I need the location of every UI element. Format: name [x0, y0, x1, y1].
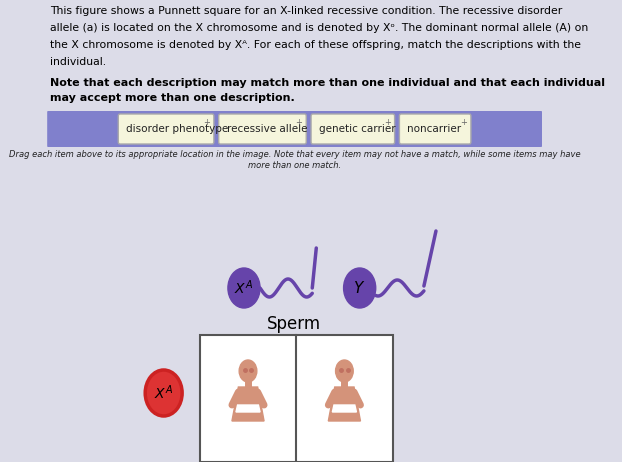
Text: individual.: individual.	[50, 57, 106, 67]
Text: Drag each item above to its appropriate location in the image. Note that every i: Drag each item above to its appropriate …	[9, 150, 580, 159]
Circle shape	[228, 268, 260, 308]
FancyBboxPatch shape	[399, 114, 471, 144]
Text: +: +	[384, 118, 391, 127]
Text: allele (a) is located on the X chromosome and is denoted by Xᵒ. The dominant nor: allele (a) is located on the X chromosom…	[50, 23, 588, 33]
Text: noncarrier: noncarrier	[407, 124, 462, 134]
Text: $Y$: $Y$	[353, 280, 366, 296]
Text: +: +	[203, 118, 210, 127]
Polygon shape	[236, 405, 260, 412]
FancyBboxPatch shape	[219, 114, 306, 144]
FancyBboxPatch shape	[118, 114, 214, 144]
Text: more than one match.: more than one match.	[248, 161, 341, 170]
Text: recessive allele: recessive allele	[227, 124, 307, 134]
FancyBboxPatch shape	[311, 114, 394, 144]
Text: Note that each description may match more than one individual and that each indi: Note that each description may match mor…	[50, 78, 605, 88]
Circle shape	[335, 360, 353, 382]
Text: This figure shows a Punnett square for an X-linked recessive condition. The rece: This figure shows a Punnett square for a…	[50, 6, 562, 16]
Circle shape	[145, 370, 182, 416]
Circle shape	[239, 360, 257, 382]
Text: $X^A$: $X^A$	[234, 279, 254, 298]
Text: Sperm: Sperm	[267, 315, 321, 333]
Polygon shape	[328, 387, 361, 421]
Text: +: +	[460, 118, 467, 127]
Circle shape	[343, 268, 376, 308]
Text: genetic carrier: genetic carrier	[319, 124, 396, 134]
Bar	[200, 335, 392, 462]
Text: $X^A$: $X^A$	[154, 384, 173, 402]
FancyBboxPatch shape	[47, 111, 542, 147]
Text: the X chromosome is denoted by Xᴬ. For each of these offspring, match the descri: the X chromosome is denoted by Xᴬ. For e…	[50, 40, 580, 50]
Text: disorder phenotype: disorder phenotype	[126, 124, 228, 134]
Text: may accept more than one description.: may accept more than one description.	[50, 93, 294, 103]
Polygon shape	[232, 387, 264, 421]
Text: +: +	[295, 118, 302, 127]
Polygon shape	[332, 405, 356, 412]
